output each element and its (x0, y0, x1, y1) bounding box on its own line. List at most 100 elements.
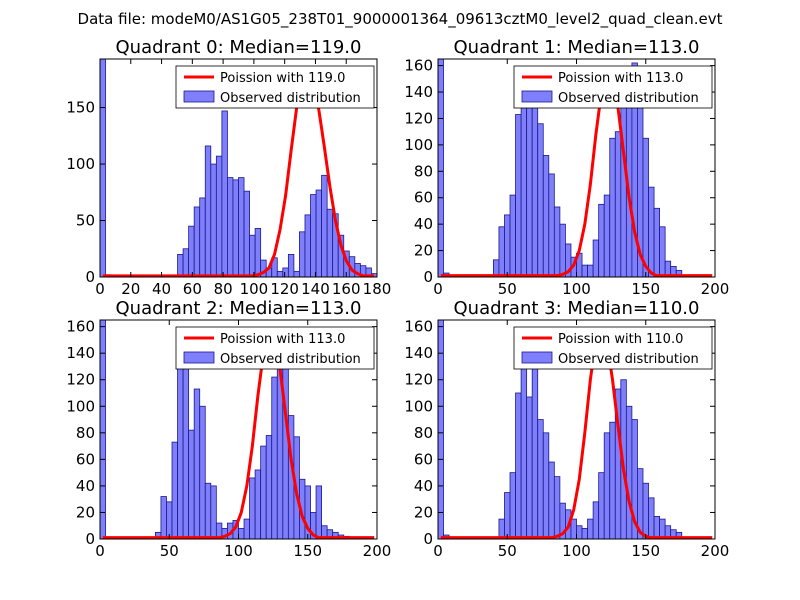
histogram-bar (177, 366, 184, 539)
chart-title: Quadrant 0: Median=119.0 (116, 37, 362, 58)
histogram-bar (193, 388, 201, 539)
histogram-bar (548, 461, 555, 539)
histogram-bar (648, 186, 655, 277)
histogram-bar (299, 231, 306, 277)
legend: Poission with 110.0 Observed distribution (513, 326, 713, 370)
histogram-bar (598, 203, 605, 277)
histogram-bar (603, 432, 611, 539)
y-tick-label: 0 (85, 530, 95, 548)
x-tick-label: 150 (293, 542, 322, 560)
histogram-bar (509, 472, 516, 539)
histogram-bar (537, 419, 544, 539)
histogram-bar (642, 137, 649, 277)
histogram-bar (326, 208, 334, 277)
histogram-bar (210, 163, 217, 277)
y-tick-label: 140 (404, 344, 433, 362)
x-tick-label: 0 (95, 542, 105, 560)
x-tick-label: 150 (631, 280, 660, 298)
y-tick-label: 150 (66, 99, 95, 117)
histogram-bar (659, 226, 666, 277)
histogram-bar (592, 239, 600, 277)
chart-panel-2: Quadrant 2: Median=113.0 0 50 100 150 200 0 20 4… (66, 298, 391, 560)
histogram-bar (204, 482, 212, 539)
legend: Poission with 113.0 Observed distribution (513, 65, 713, 109)
legend-bar-swatch (183, 90, 215, 103)
legend-bar-swatch (521, 90, 553, 103)
histogram-bar (520, 107, 528, 277)
histogram-bar (100, 59, 106, 277)
y-tick-label: 40 (414, 477, 433, 495)
histogram-bar (553, 206, 561, 277)
histogram-bar (653, 207, 660, 277)
histogram-bar (249, 234, 256, 277)
x-tick-label: 50 (498, 542, 517, 560)
histogram-bar (625, 405, 633, 539)
histogram-bar (204, 145, 212, 277)
histogram-bar (310, 194, 317, 277)
x-tick-label: 0 (95, 280, 105, 298)
y-tick-label: 160 (404, 57, 433, 75)
chart-panel-1: Quadrant 1: Median=113.0 0 50 100 150 200 0 20 4… (404, 37, 729, 298)
histogram-bar (504, 492, 511, 539)
y-tick-label: 60 (414, 450, 433, 468)
y-tick-label: 120 (404, 109, 433, 127)
y-tick-label: 80 (414, 162, 433, 180)
histogram-bar (587, 518, 594, 539)
chart-title: Quadrant 1: Median=113.0 (454, 37, 700, 58)
histogram-bar (542, 155, 550, 277)
histogram-bar (221, 110, 228, 277)
histogram-bar (166, 501, 173, 539)
y-tick-label: 100 (66, 155, 95, 173)
x-tick-label: 120 (270, 280, 299, 298)
y-tick-label: 80 (76, 424, 95, 442)
chart-panel-3: Quadrant 3: Median=110.0 0 50 100 150 200 0 20 4… (404, 298, 729, 560)
y-tick-label: 100 (66, 397, 95, 415)
x-tick-label: 100 (224, 542, 253, 560)
y-tick-label: 50 (76, 212, 95, 230)
y-tick-label: 60 (414, 189, 433, 207)
histogram-bar (581, 264, 588, 277)
histogram-bar (260, 445, 267, 539)
histogram-bar (249, 477, 256, 539)
histogram-bar (542, 432, 550, 539)
x-tick-label: 20 (121, 280, 140, 298)
legend-label: Poission with 113.0 (220, 332, 345, 347)
histogram-bar (265, 435, 273, 539)
x-tick-label: 180 (363, 280, 392, 298)
histogram-bar (287, 254, 295, 277)
plot-area (100, 59, 377, 277)
x-tick-label: 160 (332, 280, 361, 298)
y-tick-label: 160 (404, 318, 433, 336)
histogram-bar (238, 527, 245, 539)
histogram-bar (598, 472, 605, 539)
y-tick-label: 40 (76, 477, 95, 495)
histogram-bar (215, 155, 223, 277)
histogram-bar (282, 267, 289, 277)
histogram-bar (603, 194, 611, 277)
histogram-bar (293, 270, 300, 277)
y-tick-label: 40 (414, 215, 433, 233)
histogram-bar (177, 254, 184, 277)
histogram-bar (653, 516, 660, 539)
histogram-bar (648, 497, 655, 539)
histogram-bar (160, 496, 167, 539)
histogram-bar (238, 177, 245, 277)
legend: Poission with 113.0 Observed distribution (175, 326, 375, 370)
histogram-bar (188, 225, 195, 277)
histogram-bar (438, 59, 444, 277)
histogram-bar (199, 405, 206, 539)
legend: Poission with 119.0 Observed distribution (175, 65, 375, 109)
y-tick-label: 20 (414, 503, 433, 521)
histogram-bar (614, 131, 622, 277)
legend-label: Observed distribution (220, 352, 361, 367)
histogram-bar (498, 226, 505, 277)
histogram-bar (438, 320, 444, 539)
histogram-bar (587, 264, 594, 277)
histogram-bar (520, 366, 528, 539)
y-tick-label: 120 (404, 371, 433, 389)
histogram-bar (188, 429, 195, 539)
histogram-bar (531, 342, 539, 539)
x-tick-label: 0 (433, 280, 443, 298)
plot-area (438, 320, 713, 539)
